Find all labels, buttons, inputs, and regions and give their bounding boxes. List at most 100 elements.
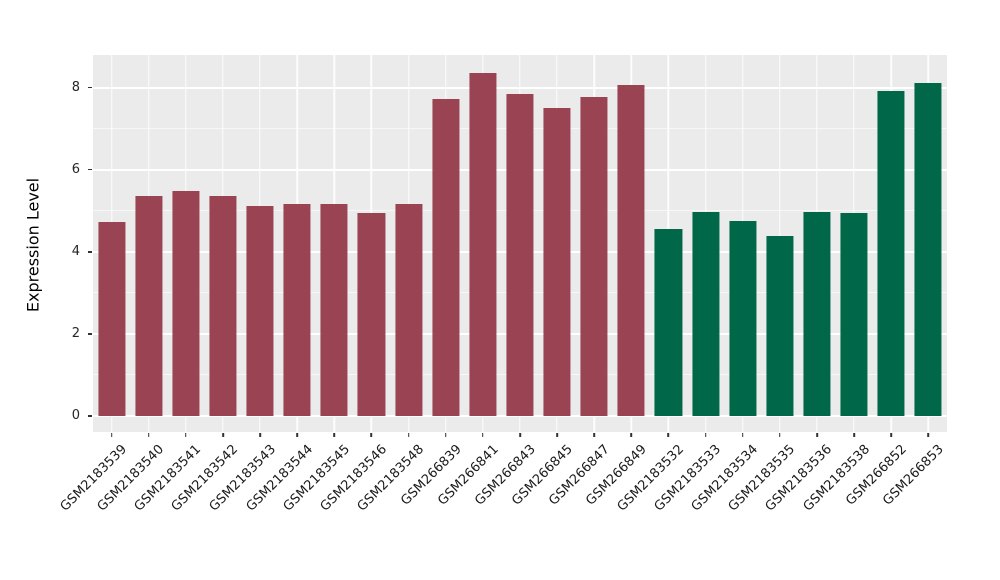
x-tick-mark (482, 433, 484, 437)
bar (432, 98, 460, 416)
bar-slot (650, 55, 687, 432)
bar (914, 82, 942, 416)
x-tick-mark (556, 433, 558, 437)
bar (654, 229, 682, 416)
x-tick-mark (222, 433, 224, 437)
x-slot: GSM2183536 (763, 432, 836, 577)
bar-slot (390, 55, 427, 432)
bar (209, 195, 237, 416)
bar-slot (130, 55, 167, 432)
bar-slot (836, 55, 873, 432)
bar (395, 203, 423, 416)
x-slot: GSM266847 (546, 432, 613, 577)
x-tick-mark (890, 433, 892, 437)
bar-slot (576, 55, 613, 432)
x-slot: GSM266843 (472, 432, 539, 577)
bar-slot (613, 55, 650, 432)
x-slot: GSM266853 (880, 432, 947, 577)
bar-slot (353, 55, 390, 432)
bar-slot (464, 55, 501, 432)
y-tick-label: 0 (71, 408, 80, 423)
bar-slot (910, 55, 947, 432)
bar-slot (204, 55, 241, 432)
bar-slot (724, 55, 761, 432)
x-slot: GSM266841 (435, 432, 501, 577)
x-slot: GSM2183539 (58, 432, 130, 577)
bar-slot (501, 55, 538, 432)
x-slot: GSM2183546 (318, 432, 390, 577)
y-tick-label: 8 (71, 79, 80, 95)
bar (98, 221, 126, 416)
x-slot: GSM266849 (583, 432, 650, 577)
bar (469, 72, 497, 416)
x-tick-mark (816, 433, 818, 437)
bar (506, 94, 534, 416)
bar (580, 97, 608, 416)
bar-slot (427, 55, 464, 432)
bar-slot (279, 55, 316, 432)
x-tick-mark (444, 433, 447, 437)
y-tick-mark (88, 86, 92, 89)
bar (246, 205, 274, 416)
x-tick-mark (370, 433, 373, 437)
bar (357, 213, 385, 416)
bar (135, 195, 163, 416)
x-tick-mark (667, 433, 670, 437)
x-slot: GSM266852 (843, 432, 910, 577)
bar-slot (539, 55, 576, 432)
bar (172, 190, 200, 416)
y-tick-mark (88, 250, 92, 253)
bar-slot (798, 55, 835, 432)
bar (692, 211, 720, 416)
x-tick-mark (853, 433, 855, 437)
bar (803, 211, 831, 416)
bar-slot (242, 55, 279, 432)
bar (877, 91, 905, 416)
bar (543, 108, 571, 416)
x-tick-mark (147, 433, 150, 437)
x-slot: GSM2183541 (132, 432, 204, 577)
x-tick-mark (593, 433, 595, 437)
bar-slot (316, 55, 353, 432)
bar (283, 203, 311, 416)
x-tick-mark (407, 433, 410, 437)
plot-area (93, 55, 947, 432)
x-tick-mark (110, 433, 113, 437)
x-tick-mark (185, 433, 187, 437)
x-tick-mark (704, 433, 707, 437)
bar-row (93, 55, 947, 432)
x-slot: GSM266845 (509, 432, 576, 577)
x-slot: GSM2183533 (652, 432, 724, 577)
y-tick-mark (88, 332, 92, 335)
x-slot: GSM2183545 (280, 432, 353, 577)
x-tick-mark (779, 433, 781, 437)
bar-slot (873, 55, 910, 432)
x-tick-mark (333, 433, 336, 437)
y-tick-label: 6 (71, 161, 80, 177)
y-tick-label: 2 (71, 325, 80, 341)
x-axis: GSM2183539 GSM2183540 GSM2183541 GSM2183542… (58, 432, 947, 577)
bar (617, 84, 645, 416)
y-axis: 0 2 4 6 8 (0, 55, 93, 432)
y-tick-mark (88, 168, 92, 171)
x-slot: GSM266839 (398, 432, 464, 577)
x-slot: GSM2183534 (689, 432, 761, 577)
bar (729, 220, 757, 416)
x-slot: GSM2183542 (169, 432, 242, 577)
bar (320, 203, 348, 416)
x-slot: GSM2183535 (726, 432, 798, 577)
x-tick-mark (741, 433, 744, 437)
bar (766, 236, 794, 416)
x-slot: GSM2183544 (243, 432, 316, 577)
x-tick-mark (630, 433, 633, 437)
bar-slot (761, 55, 798, 432)
bar-slot (687, 55, 724, 432)
x-slot: GSM2183538 (800, 432, 873, 577)
x-tick-mark (519, 433, 521, 437)
bar (840, 212, 868, 416)
x-slot: GSM2183532 (615, 432, 687, 577)
y-tick-label: 4 (71, 243, 80, 259)
x-slot: GSM2183540 (95, 432, 167, 577)
x-slot: GSM2183548 (355, 432, 427, 577)
x-slot: GSM2183543 (206, 432, 279, 577)
